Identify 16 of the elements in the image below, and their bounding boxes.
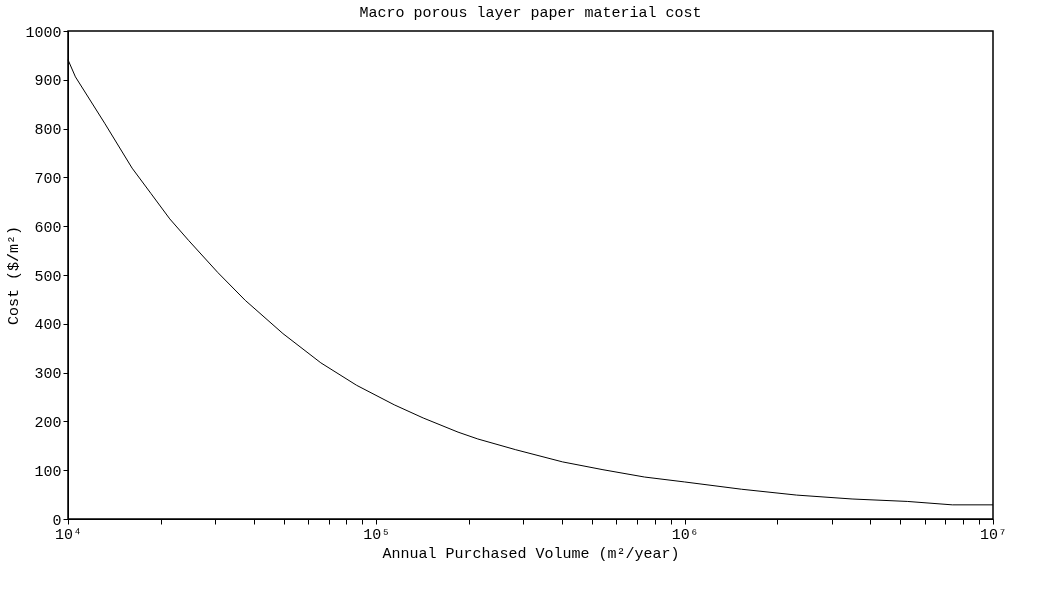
x-tick-label: 10⁵ (363, 526, 391, 544)
y-tick-label: 500 (34, 268, 62, 286)
y-tick-label: 700 (34, 170, 62, 188)
y-tick-label: 400 (34, 317, 62, 335)
y-tick-label: 800 (34, 122, 62, 140)
x-tick-label: 10⁷ (979, 526, 1008, 544)
y-tick-label: 900 (34, 73, 62, 91)
x-axis-title: Annual Purchased Volume (m²/year) (382, 545, 680, 563)
y-axis-title: Cost ($/m²) (6, 225, 24, 326)
chart-title: Macro porous layer paper material cost (359, 5, 702, 22)
y-tick-label: 1000 (25, 24, 62, 42)
y-tick-label: 300 (34, 366, 62, 384)
x-tick-label: 10⁶ (671, 526, 699, 544)
y-tick-label: 600 (34, 219, 62, 237)
y-tick-label: 100 (34, 463, 62, 481)
y-tick-label: 200 (34, 414, 62, 432)
